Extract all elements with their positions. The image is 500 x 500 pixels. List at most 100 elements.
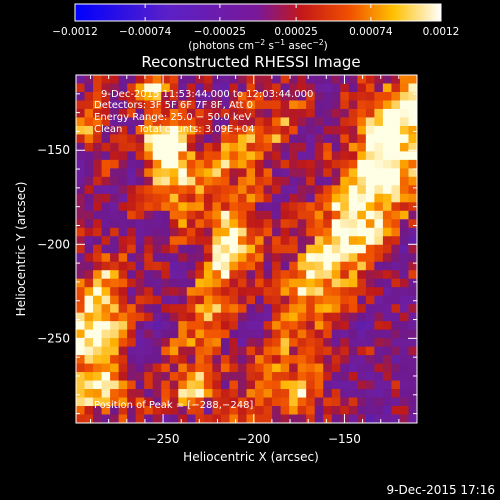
heatmap-cell xyxy=(255,83,264,93)
heatmap-cell xyxy=(382,83,392,93)
heatmap-cell xyxy=(195,329,205,339)
heatmap-cell xyxy=(212,406,222,415)
heatmap-cell xyxy=(382,159,392,169)
heatmap-cell xyxy=(84,219,94,229)
heatmap-cell xyxy=(297,134,307,144)
heatmap-cell xyxy=(186,236,196,246)
heatmap-cell xyxy=(314,134,324,144)
heatmap-cell xyxy=(331,108,341,118)
heatmap-cell xyxy=(331,210,341,220)
heatmap-cell xyxy=(280,406,290,415)
heatmap-cell xyxy=(246,380,256,390)
heatmap-cell xyxy=(84,312,94,322)
y-tick-label: −250 xyxy=(37,331,70,345)
heatmap-cell xyxy=(186,91,196,101)
heatmap-cell xyxy=(280,312,290,322)
heatmap-cell xyxy=(135,414,145,424)
heatmap-cell xyxy=(127,75,137,84)
heatmap-image xyxy=(76,75,418,424)
heatmap-cell xyxy=(212,346,222,356)
heatmap-cell xyxy=(263,159,273,169)
heatmap-cell xyxy=(84,244,94,254)
heatmap-cell xyxy=(144,219,154,229)
heatmap-cell xyxy=(195,210,205,220)
heatmap-cell xyxy=(76,346,85,356)
heatmap-cell xyxy=(237,151,247,161)
heatmap-cell xyxy=(110,346,120,356)
heatmap-cell xyxy=(110,389,120,398)
heatmap-cell xyxy=(357,91,367,101)
heatmap-cell xyxy=(101,227,111,237)
heatmap-cell xyxy=(331,75,341,84)
heatmap-cell xyxy=(280,363,290,373)
heatmap-cell xyxy=(84,321,94,331)
heatmap-cell xyxy=(152,338,162,348)
heatmap-cell xyxy=(84,83,94,93)
heatmap-cell xyxy=(357,414,367,424)
heatmap-cell xyxy=(289,142,299,152)
heatmap-cell xyxy=(323,389,333,398)
heatmap-cell xyxy=(348,100,358,110)
heatmap-cell xyxy=(399,159,409,169)
heatmap-cell xyxy=(93,91,102,101)
heatmap-cell xyxy=(306,329,316,339)
heatmap-cell xyxy=(382,210,392,220)
heatmap-cell xyxy=(178,278,188,288)
heatmap-cell xyxy=(161,236,171,246)
heatmap-cell xyxy=(365,202,375,212)
heatmap-cell xyxy=(195,142,205,152)
heatmap-cell xyxy=(246,83,256,93)
heatmap-cell xyxy=(135,389,145,398)
heatmap-cell xyxy=(382,151,392,161)
heatmap-cell xyxy=(135,210,145,220)
heatmap-cell xyxy=(169,270,179,280)
heatmap-cell xyxy=(348,125,358,135)
heatmap-cell xyxy=(263,321,273,331)
heatmap-cell xyxy=(391,363,401,373)
heatmap-cell xyxy=(152,414,162,424)
heatmap-cell xyxy=(306,210,316,220)
heatmap-cell xyxy=(289,380,299,390)
heatmap-cell xyxy=(229,372,239,381)
colorbar-unit-exp3: −2 xyxy=(313,38,324,47)
heatmap-cell xyxy=(399,193,409,203)
heatmap-cell xyxy=(365,363,375,373)
heatmap-cell xyxy=(152,304,162,314)
heatmap-cell xyxy=(169,142,179,152)
heatmap-cell xyxy=(195,304,205,314)
heatmap-cell xyxy=(340,295,350,305)
heatmap-cell xyxy=(289,355,299,364)
heatmap-cell xyxy=(212,117,222,127)
heatmap-cell xyxy=(118,278,128,288)
heatmap-cell xyxy=(212,108,222,118)
heatmap-cell xyxy=(340,397,350,407)
heatmap-cell xyxy=(280,159,290,169)
heatmap-cell xyxy=(246,329,256,339)
heatmap-cell xyxy=(169,338,179,348)
heatmap-cell xyxy=(178,372,188,381)
colorbar-gradient xyxy=(74,3,442,22)
annotation-peak: Position of Peak = [−288,−248] xyxy=(94,400,253,411)
heatmap-cell xyxy=(408,270,418,280)
heatmap-cell xyxy=(118,304,128,314)
heatmap-cell xyxy=(84,142,94,152)
heatmap-cell xyxy=(110,287,120,297)
heatmap-cell xyxy=(93,346,102,356)
heatmap-cell xyxy=(408,75,418,84)
heatmap-cell xyxy=(289,176,299,186)
heatmap-cell xyxy=(280,219,290,229)
heatmap-cell xyxy=(357,380,367,390)
heatmap-cell xyxy=(289,91,299,101)
heatmap-cell xyxy=(306,346,316,356)
heatmap-cell xyxy=(306,372,316,381)
heatmap-cell xyxy=(272,91,282,101)
heatmap-cell xyxy=(118,219,128,229)
heatmap-cell xyxy=(382,414,392,424)
heatmap-cell xyxy=(152,168,162,178)
heatmap-cell xyxy=(365,253,375,263)
heatmap-cell xyxy=(399,185,409,195)
heatmap-cell xyxy=(280,346,290,356)
heatmap-cell xyxy=(314,253,324,263)
heatmap-cell xyxy=(365,91,375,101)
heatmap-cell xyxy=(186,134,196,144)
